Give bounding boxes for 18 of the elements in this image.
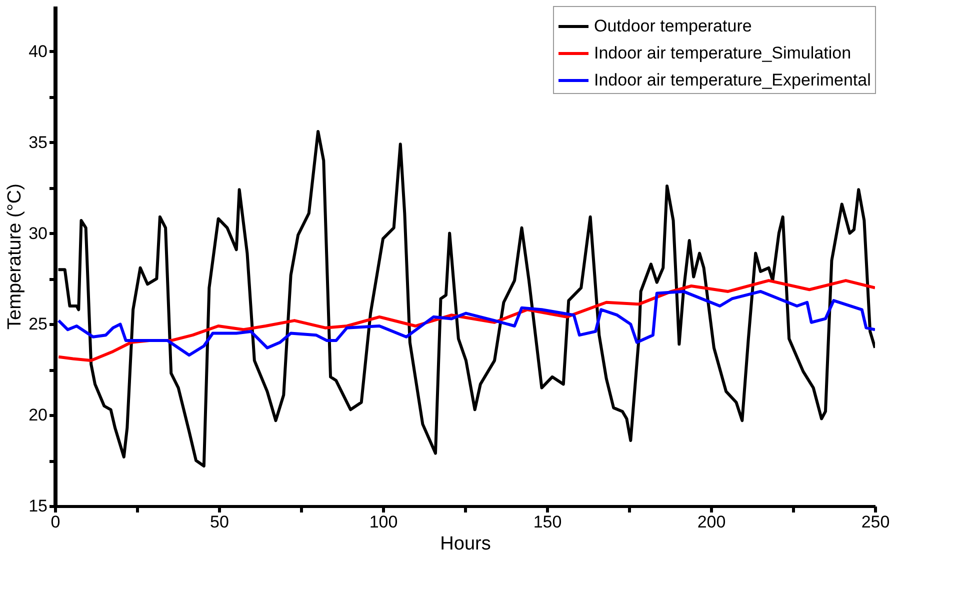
x-tick-label: 250 [861,512,890,532]
y-tick-label: 20 [28,406,48,425]
y-tick-label: 15 [28,496,48,516]
y-axis-title: Temperature (°C) [4,184,26,330]
x-axis-title: Hours [440,534,491,554]
legend-label: Outdoor temperature [594,16,752,36]
legend-label: Indoor air temperature_Simulation [594,44,852,62]
x-tick-label: 100 [369,512,398,532]
x-tick-label: 0 [50,512,60,532]
y-tick-label: 25 [28,314,48,334]
line-series [57,290,875,357]
legend-label: Indoor air temperature_Experimental [594,70,871,90]
x-tick-label: 150 [533,512,562,532]
x-tick-label: 50 [210,512,229,532]
x-tick-label: 200 [697,512,726,532]
y-tick-label: 35 [28,132,48,152]
y-tick-label: 40 [28,42,48,61]
y-tick-label: 30 [28,224,48,243]
